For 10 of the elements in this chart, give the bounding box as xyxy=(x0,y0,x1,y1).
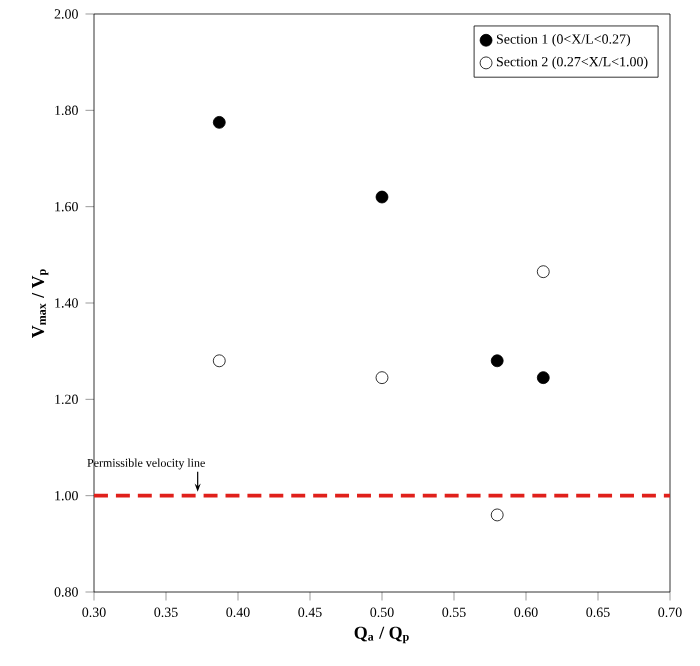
point xyxy=(375,371,389,385)
point xyxy=(536,371,550,385)
point xyxy=(212,115,226,129)
point xyxy=(490,354,504,368)
y-axis-title: V$_{max}$ / V$_{p}$ xyxy=(31,269,49,339)
point xyxy=(490,508,504,522)
point xyxy=(536,265,550,279)
point xyxy=(375,190,389,204)
x-axis-title: Q$_{a}$ / Q$_{p}$ xyxy=(354,626,409,644)
point xyxy=(212,354,226,368)
